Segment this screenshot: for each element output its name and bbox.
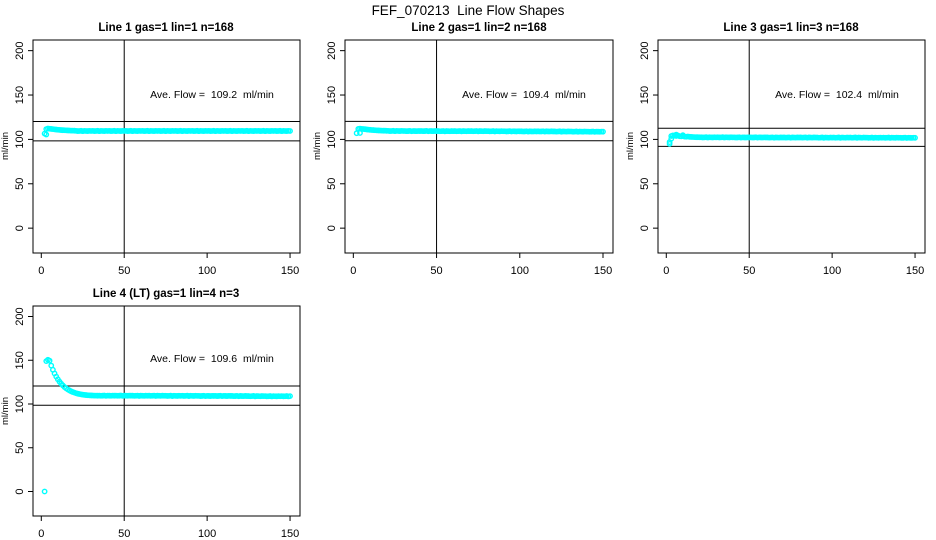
plot-content: 0 50 100 150 0 50 100 150 200: [14, 39, 301, 277]
x-tick-label: 0: [38, 528, 44, 540]
panel-line-2: Line 2 gas=1 lin=2 n=168 Ave. Flow = 109…: [312, 22, 614, 277]
panel-line-1: Line 1 gas=1 lin=1 n=168 Ave. Flow = 109…: [0, 22, 301, 277]
panel-title: Line 3 gas=1 lin=3 n=168: [723, 22, 859, 34]
ave-flow-annotation: Ave. Flow = 109.6 ml/min: [150, 353, 274, 365]
y-tick-label: 200: [14, 41, 26, 59]
y-axis-label: ml/min: [312, 132, 323, 160]
x-tick-label: 0: [663, 265, 669, 277]
y-axis-label: ml/min: [0, 397, 11, 425]
y-tick-label: 50: [14, 442, 26, 454]
y-tick-label: 150: [14, 86, 26, 104]
y-tick-label: 150: [14, 351, 26, 369]
y-tick-label: 0: [326, 225, 338, 231]
x-tick-label: 50: [430, 265, 442, 277]
y-tick-label: 150: [639, 86, 651, 104]
plot-content: 0 50 100 150 0 50 100 150 200: [639, 39, 926, 277]
y-tick-label: 50: [326, 178, 338, 190]
ave-flow-annotation: Ave. Flow = 109.2 ml/min: [150, 89, 274, 101]
y-tick-label: 200: [639, 41, 651, 59]
panel-line-4: Line 4 (LT) gas=1 lin=4 n=3 Ave. Flow = …: [0, 288, 301, 540]
y-axis-label: ml/min: [625, 132, 636, 160]
x-tick-label: 150: [281, 528, 299, 540]
panel-line-3: Line 3 gas=1 lin=3 n=168 Ave. Flow = 102…: [625, 22, 926, 277]
plot-box: [32, 305, 301, 517]
x-tick-label: 50: [118, 265, 130, 277]
y-tick-label: 0: [639, 225, 651, 231]
y-tick-label: 100: [14, 395, 26, 413]
panel-title: Line 2 gas=1 lin=2 n=168: [411, 22, 547, 34]
data-points: [666, 131, 918, 147]
x-tick-label: 150: [906, 265, 924, 277]
y-axis-label: ml/min: [0, 132, 11, 160]
x-tick-label: 100: [823, 265, 841, 277]
y-tick-label: 150: [326, 86, 338, 104]
y-tick-label: 100: [14, 130, 26, 148]
plot-box: [344, 39, 614, 254]
x-tick-label: 50: [743, 265, 755, 277]
figure-title: FEF_070213 Line Flow Shapes: [371, 3, 565, 18]
panel-title: Line 4 (LT) gas=1 lin=4 n=3: [93, 288, 239, 300]
data-points: [41, 125, 293, 138]
x-tick-label: 0: [38, 265, 44, 277]
x-tick-label: 0: [350, 265, 356, 277]
y-tick-label: 0: [14, 225, 26, 231]
y-tick-label: 200: [326, 41, 338, 59]
x-tick-label: 100: [511, 265, 529, 277]
x-tick-label: 150: [281, 265, 299, 277]
plot-content: 0 50 100 150 0 50 100 150 200: [14, 305, 301, 540]
x-tick-label: 100: [198, 265, 216, 277]
x-tick-label: 50: [118, 528, 130, 540]
ave-flow-annotation: Ave. Flow = 109.4 ml/min: [462, 89, 586, 101]
x-tick-label: 150: [594, 265, 612, 277]
plot-content: 0 50 100 150 0 50 100 150 200: [326, 39, 614, 277]
ave-flow-annotation: Ave. Flow = 102.4 ml/min: [775, 89, 899, 101]
y-tick-label: 100: [326, 130, 338, 148]
y-tick-label: 200: [14, 307, 26, 325]
plot-box: [32, 39, 301, 254]
x-tick-label: 100: [198, 528, 216, 540]
y-tick-label: 0: [14, 488, 26, 494]
y-tick-label: 50: [14, 178, 26, 190]
data-points: [41, 356, 293, 495]
data-points: [353, 125, 606, 137]
panel-title: Line 1 gas=1 lin=1 n=168: [98, 22, 234, 34]
y-tick-label: 100: [639, 130, 651, 148]
y-tick-label: 50: [639, 178, 651, 190]
